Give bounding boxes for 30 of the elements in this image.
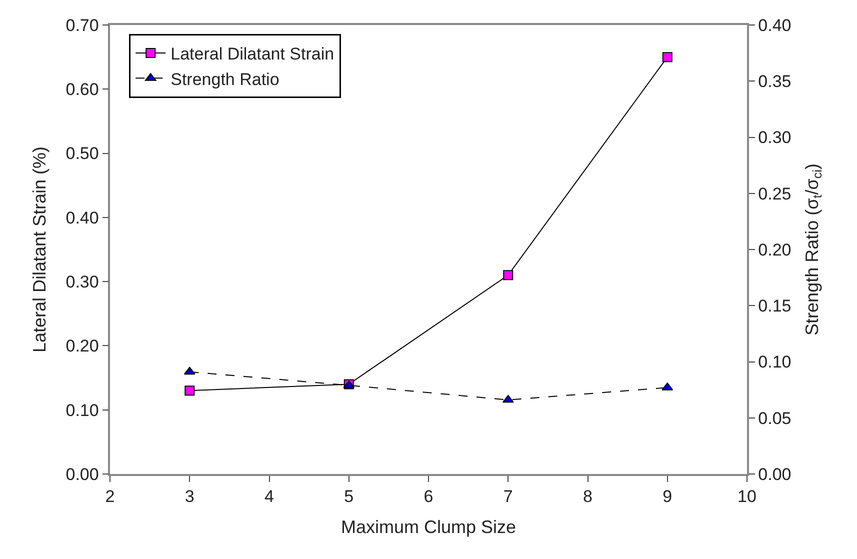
x-tick-label: 3 [184, 487, 194, 506]
y2-tick-label: 0.05 [758, 408, 792, 428]
y2-tick-label: 0.15 [758, 296, 792, 316]
y-tick-label: 0.10 [66, 400, 99, 420]
x-tick-label: 6 [424, 487, 434, 506]
x-tick-label: 8 [583, 487, 592, 506]
x-tick-label: 4 [264, 487, 274, 506]
legend-label: Lateral Dilatant Strain [170, 44, 334, 64]
x-tick-label: 9 [662, 487, 672, 506]
y-tick-label: 0.20 [66, 336, 99, 356]
legend-label: Strength Ratio [170, 70, 280, 89]
y-tick-label: 0.30 [66, 272, 99, 292]
y2-tick-label: 0.00 [758, 464, 792, 484]
x-axis-title: Maximum Clump Size [340, 516, 516, 537]
y2-tick-label: 0.40 [758, 16, 792, 35]
y-tick-label: 0.00 [66, 464, 99, 484]
y-tick-label: 0.40 [66, 208, 99, 228]
x-tick-label: 5 [344, 487, 354, 506]
y2-tick-label: 0.25 [758, 184, 792, 204]
y2-tick-label: 0.10 [758, 352, 792, 372]
x-tick-label: 10 [738, 487, 756, 506]
x-tick-label: 7 [503, 487, 513, 506]
y-tick-label: 0.70 [66, 16, 99, 35]
y2-tick-label: 0.35 [758, 72, 792, 92]
y2-tick-label: 0.30 [758, 128, 792, 148]
y-axis-title: Lateral Dilatant Strain (%) [29, 146, 50, 353]
x-tick-label: 2 [105, 487, 115, 506]
y-tick-label: 0.50 [66, 144, 99, 164]
y2-tick-label: 0.20 [758, 240, 792, 260]
y-tick-label: 0.60 [66, 80, 99, 100]
